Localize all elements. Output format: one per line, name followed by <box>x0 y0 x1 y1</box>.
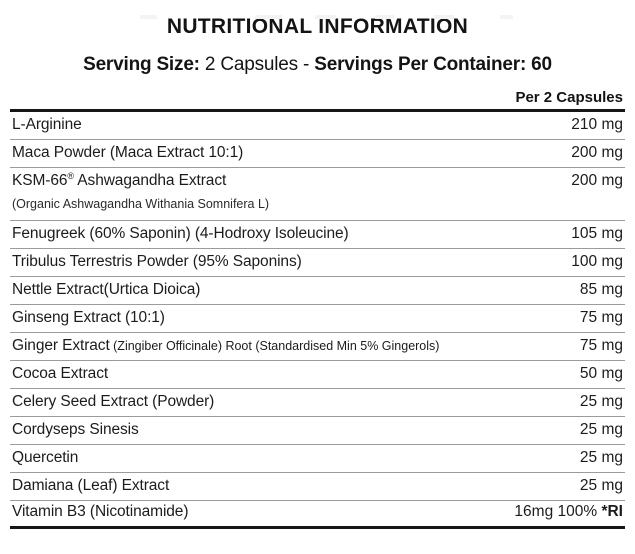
ingredient-row: Vitamin B3 (Nicotinamide) 16mg 100% *RI <box>10 501 625 529</box>
ingredient-amount: 210 mg <box>571 116 623 133</box>
ingredient-row: Ginseng Extract (10:1) 75 mg <box>10 305 625 333</box>
ingredient-name: Fenugreek (60% Saponin) (4-Hodroxy Isole… <box>12 225 349 242</box>
ingredient-amount: 16mg 100% *RI <box>514 503 623 520</box>
ingredient-row: Fenugreek (60% Saponin) (4-Hodroxy Isole… <box>10 221 625 249</box>
ingredient-row: Cordyseps Sinesis 25 mg <box>10 417 625 445</box>
ingredient-row: KSM-66® Ashwagandha Extract 200 mg (Organi… <box>10 168 625 221</box>
ingredient-name: Tribulus Terrestris Powder (95% Saponins… <box>12 253 302 270</box>
ingredient-amount: 75 mg <box>579 309 623 326</box>
ingredient-name: Ginseng Extract (10:1) <box>12 309 165 326</box>
ingredient-amount: 200 mg <box>571 172 623 189</box>
ingredient-name: Damiana (Leaf) Extract <box>12 477 170 494</box>
ingredient-amount: 50 mg <box>579 365 623 382</box>
ingredient-name-detail: (Zingiber Officinale) Root (Standardised… <box>109 339 440 353</box>
ingredient-name: Quercetin <box>12 449 79 466</box>
ingredient-name: KSM-66® Ashwagandha Extract <box>12 170 227 189</box>
ingredient-amount: 25 mg <box>579 393 623 410</box>
registered-trademark-mark: ® <box>67 170 74 181</box>
ingredient-row: Ginger Extract (Zingiber Officinale) Roo… <box>10 333 625 361</box>
ingredient-amount: 100 mg <box>571 253 623 270</box>
ingredient-row: L-Arginine 210 mg <box>10 112 625 140</box>
ingredient-amount: 25 mg <box>579 477 623 494</box>
ingredient-name: Ginger Extract (Zingiber Officinale) Roo… <box>12 337 440 354</box>
ingredient-name: Nettle Extract(Urtica Dioica) <box>12 281 201 298</box>
page-title: NUTRITIONAL INFORMATION <box>166 15 469 38</box>
ingredient-name: L-Arginine <box>12 116 82 133</box>
ingredient-name: Maca Powder (Maca Extract 10:1) <box>12 144 244 161</box>
column-header-per-2-capsules: Per 2 Capsules <box>515 89 623 106</box>
ingredient-row: Tribulus Terrestris Powder (95% Saponins… <box>10 249 625 277</box>
ingredient-subname: (Organic Ashwagandha Withania Somnifera … <box>12 197 270 211</box>
ingredient-table-body: L-Arginine 210 mg Maca Powder (Maca Extrac… <box>10 109 625 529</box>
nutrition-table: Per 2 Capsules L-Arginine 210 mg Maca Powd… <box>10 89 625 529</box>
cropped-text-artifact <box>375 15 394 19</box>
ingredient-name: Vitamin B3 (Nicotinamide) <box>12 503 189 520</box>
ingredient-row: Damiana (Leaf) Extract 25 mg <box>10 473 625 501</box>
ingredient-amount: 25 mg <box>579 421 623 438</box>
ingredient-amount: 75 mg <box>579 337 623 354</box>
ingredient-name: Cordyseps Sinesis <box>12 421 139 438</box>
ingredient-row: Celery Seed Extract (Powder) 25 mg <box>10 389 625 417</box>
cropped-text-artifact <box>315 15 336 19</box>
cropped-text-artifact <box>255 15 282 19</box>
ingredient-name: Cocoa Extract <box>12 365 109 382</box>
servings-per-container: Servings Per Container: 60 <box>314 54 552 75</box>
ingredient-amount: 200 mg <box>571 144 623 161</box>
ingredient-amount: 85 mg <box>579 281 623 298</box>
serving-size-label: Serving Size: <box>83 54 200 75</box>
ingredient-row: Quercetin 25 mg <box>10 445 625 473</box>
ingredient-row: Nettle Extract(Urtica Dioica) 85 mg <box>10 277 625 305</box>
ingredient-row: Maca Powder (Maca Extract 10:1) 200 mg <box>10 140 625 168</box>
serving-size-value: 2 Capsules - <box>199 54 315 75</box>
ingredient-row: Cocoa Extract 50 mg <box>10 361 625 389</box>
serving-info-line: Serving Size: 2 Capsules - Servings Per … <box>10 54 625 76</box>
reference-intake-marker: *RI <box>601 503 623 520</box>
ingredient-amount: 105 mg <box>571 225 623 242</box>
cropped-text-artifact <box>500 15 513 19</box>
cropped-text-artifact <box>434 15 454 19</box>
cropped-text-artifact <box>140 15 157 19</box>
ingredient-name: Celery Seed Extract (Powder) <box>12 393 215 410</box>
ingredient-amount: 25 mg <box>579 449 623 466</box>
